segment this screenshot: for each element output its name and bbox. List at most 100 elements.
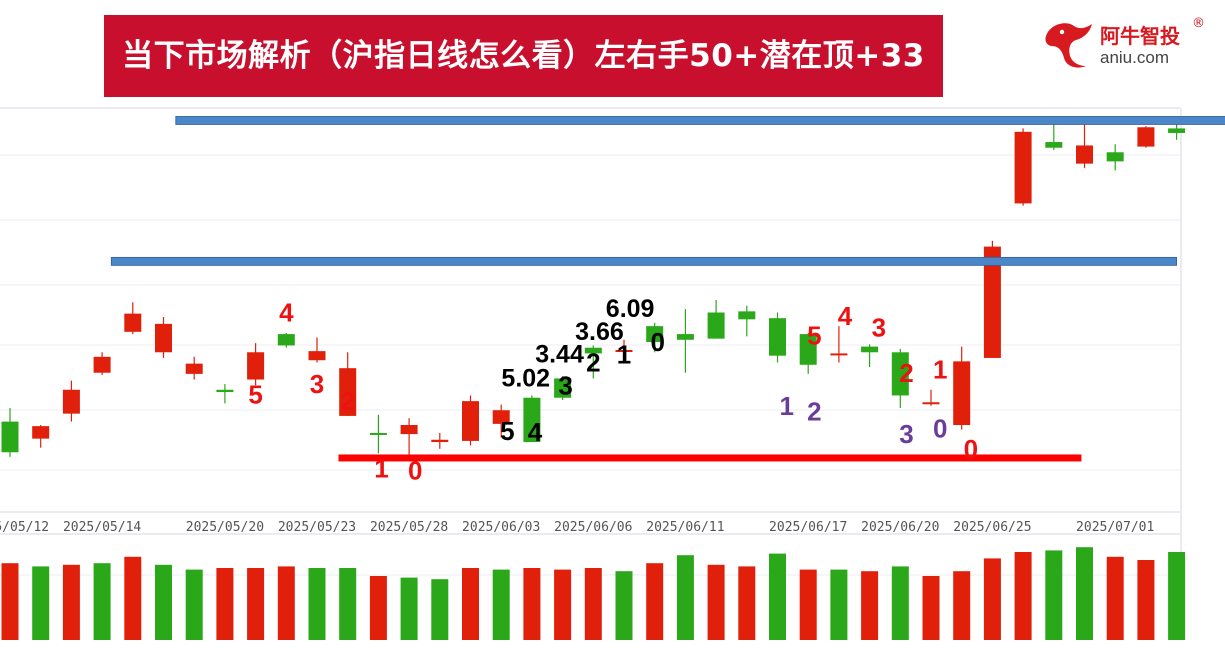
volume-bar [891, 566, 909, 640]
x-tick-label: 2025/06/11 [646, 520, 724, 535]
candle [1, 407, 19, 457]
x-tick-label: 2025/05/12 [0, 520, 49, 535]
volume-bar [369, 576, 387, 640]
candle-body [277, 334, 295, 346]
candle-body [1014, 131, 1032, 204]
reference-lines-layer [110, 116, 1225, 462]
volume-bar [216, 568, 234, 640]
volume-bar [155, 564, 172, 640]
count-label: 3 [899, 419, 913, 449]
candle [1106, 144, 1124, 171]
candle-body [861, 346, 879, 353]
candle [554, 376, 572, 400]
candle-body [93, 356, 111, 373]
candle-body [1137, 127, 1155, 147]
price-label: 3.44 [535, 341, 584, 369]
candle-body [339, 368, 357, 416]
x-tick-label: 2025/05/23 [278, 520, 356, 535]
candle [646, 322, 664, 353]
count-label: 5 [807, 320, 821, 350]
candle [247, 343, 265, 386]
candle [1076, 122, 1093, 169]
candles-layer [1, 122, 1186, 457]
candle [185, 356, 203, 380]
volume-bar [431, 579, 449, 640]
candle-body [769, 318, 786, 356]
brand-name-cn: 阿牛智投 [1100, 24, 1180, 48]
volume-bar [1137, 560, 1155, 640]
volume-bar [615, 571, 633, 640]
candle [769, 312, 786, 363]
price-label: 3.66 [575, 318, 624, 346]
volume-bar [492, 569, 510, 640]
count-label: 2 [340, 386, 354, 416]
count-label: 3 [872, 312, 886, 342]
candle-body [953, 361, 971, 425]
candle [830, 326, 848, 363]
candle [799, 332, 817, 374]
x-tick-label: 2025/05/20 [186, 520, 264, 535]
volume-bar [1045, 550, 1063, 640]
volume-bar [32, 566, 50, 640]
x-tick-label: 2025/05/14 [63, 520, 141, 535]
candle [462, 395, 479, 446]
volume-bar [1106, 556, 1124, 640]
candle-body [707, 312, 725, 339]
registered-mark: ® [1192, 16, 1205, 31]
candle [155, 317, 172, 358]
candle-body [554, 378, 572, 398]
candle [308, 337, 326, 363]
candle [1045, 122, 1063, 150]
candle [615, 339, 633, 362]
x-tick-label: 2025/06/03 [462, 520, 540, 535]
candle-body [185, 363, 203, 374]
volume-bar [922, 576, 940, 640]
candle [584, 345, 602, 379]
candle [339, 352, 357, 416]
volume-bar [93, 563, 111, 640]
candle [124, 302, 142, 335]
count-label: 0 [408, 456, 422, 486]
candle-body [1168, 128, 1186, 133]
volume-bar [1076, 547, 1093, 640]
candle [707, 300, 725, 339]
volume-bar [1014, 552, 1032, 640]
chart-frame [0, 107, 1182, 640]
candle-body [891, 352, 909, 396]
volume-bars-layer [1, 547, 1186, 640]
count-label: 4 [279, 298, 294, 328]
candle-body [32, 426, 50, 439]
volume-bar [400, 577, 418, 640]
candle-body [1106, 152, 1124, 162]
x-tick-label: 2025/07/01 [1076, 520, 1154, 535]
brand-logo: 阿牛智投 ® aniu.com [1040, 16, 1220, 76]
candle-body [799, 334, 817, 365]
x-tick-label: 2025/05/28 [370, 520, 448, 535]
candle-body [676, 334, 694, 340]
count-label: 3 [310, 369, 324, 399]
bull-logo-icon [1045, 23, 1092, 68]
candle-body [584, 347, 602, 354]
volume-bar [462, 568, 479, 640]
x-tick-label: 2025/06/25 [953, 520, 1031, 535]
candle [32, 425, 50, 448]
volume-bar [953, 571, 971, 640]
volume-bar [799, 569, 817, 640]
candle [492, 404, 510, 438]
candle [93, 352, 111, 375]
volume-bar [1, 563, 19, 640]
volume-bar [185, 569, 203, 640]
candle [891, 348, 909, 408]
annotation-labels-layer: 45 321 05 432 1 0 54 32 101 23 05.023.443.666.09 [248, 295, 978, 486]
candle [1014, 128, 1032, 206]
count-label: 2 [807, 396, 821, 426]
page-title: 当下市场解析（沪指日线怎么看）左右手50+潜在顶+33 [104, 15, 943, 97]
volume-bar [554, 569, 572, 640]
x-tick-label: 2025/06/20 [861, 520, 939, 535]
volume-bar [1168, 552, 1186, 640]
candle-body [462, 401, 479, 441]
candle [953, 346, 971, 430]
candle-body [62, 389, 80, 414]
x-axis-ticks: 2025/05/12 2025/05/14 2025/05/20 2025/05/23… [0, 520, 1154, 535]
count-label: 1 [374, 453, 388, 483]
